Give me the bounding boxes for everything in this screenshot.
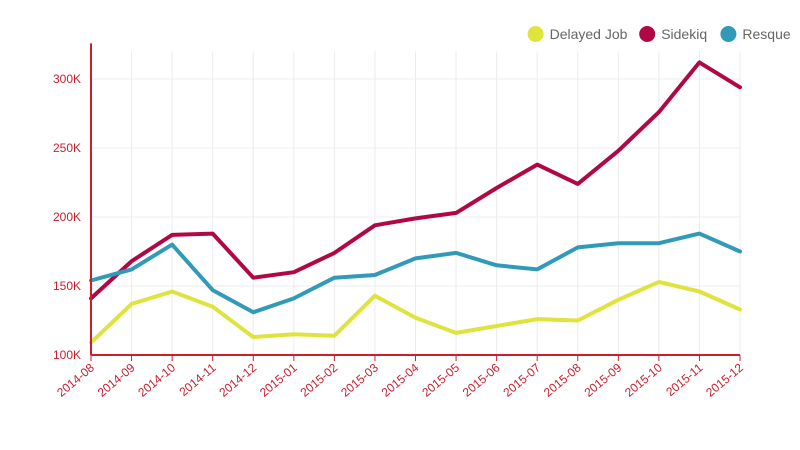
series-line-delayed-job xyxy=(89,279,742,345)
x-tick-label: 2015-04 xyxy=(379,360,422,399)
y-tick-label: 150K xyxy=(53,279,81,293)
legend-marker xyxy=(639,26,656,42)
x-tick-label: 2015-08 xyxy=(541,360,584,399)
x-tick-label: 2015-11 xyxy=(663,360,705,399)
x-tick-label: 2014-10 xyxy=(135,360,178,399)
chart-legend: Resque Sidekiq Delayed Job xyxy=(527,26,791,42)
legend-label: Resque xyxy=(742,26,790,42)
x-tick-label: 2014-08 xyxy=(54,360,97,399)
x-tick-label: 2015-09 xyxy=(582,360,625,399)
chart-grid xyxy=(91,51,741,355)
x-tick-label: 2014-09 xyxy=(95,360,138,399)
x-tick-label: 2015-12 xyxy=(703,360,746,399)
legend-label: Sidekiq xyxy=(661,26,707,42)
x-tick-label: 2014-12 xyxy=(216,360,259,399)
x-tick-label: 2015-07 xyxy=(500,360,543,399)
x-tick-label: 2015-10 xyxy=(622,360,665,399)
x-tick-label: 2015-03 xyxy=(338,360,381,399)
x-tick-label: 2014-11 xyxy=(177,360,219,399)
x-tick-label: 2015-05 xyxy=(419,360,462,399)
series-line-sidekiq xyxy=(89,60,742,301)
chart-series xyxy=(89,60,742,345)
y-tick-label: 250K xyxy=(53,141,81,155)
y-tick-label: 300K xyxy=(53,72,81,86)
x-tick-label: 2015-01 xyxy=(257,360,300,399)
legend-label: Delayed Job xyxy=(550,26,628,42)
legend-marker xyxy=(527,26,544,42)
y-tick-label: 200K xyxy=(53,210,81,224)
x-tick-label: 2015-06 xyxy=(460,360,503,399)
x-tick-label: 2015-02 xyxy=(298,360,341,399)
y-tick-label: 100K xyxy=(53,348,81,362)
series-line-resque xyxy=(89,231,742,315)
legend-marker xyxy=(720,26,737,42)
